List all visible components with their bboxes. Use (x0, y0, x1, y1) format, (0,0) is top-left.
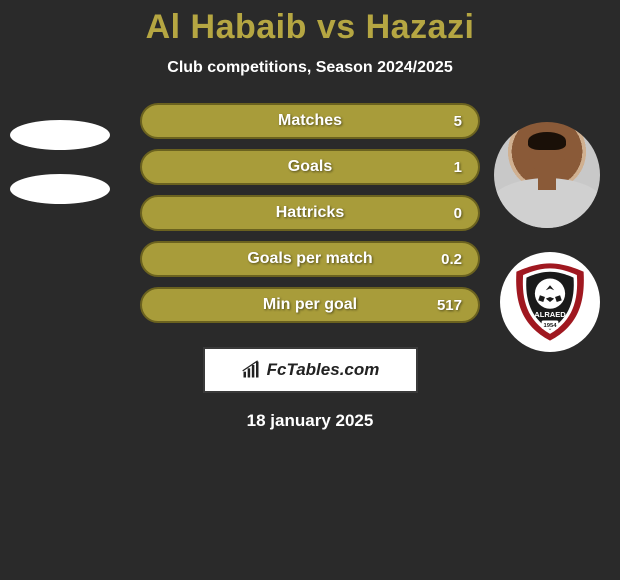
stat-label: Hattricks (276, 204, 344, 222)
stat-value: 5 (454, 113, 462, 130)
bar-chart-icon (241, 360, 261, 380)
player-avatar (494, 122, 600, 228)
club-avatar: ALRAED 1954 (500, 252, 600, 352)
club-name-text: ALRAED (534, 310, 566, 319)
branding-text: FcTables.com (267, 360, 380, 380)
player-left-placeholders (10, 120, 110, 228)
date-label: 18 january 2025 (0, 411, 620, 431)
stat-value: 0.2 (441, 251, 462, 268)
stat-label: Goals (288, 158, 332, 176)
stat-value: 517 (437, 297, 462, 314)
stat-row: Goals per match 0.2 (140, 241, 480, 277)
stat-row: Hattricks 0 (140, 195, 480, 231)
page-title: Al Habaib vs Hazazi (0, 8, 620, 47)
avatar-shoulders (494, 178, 600, 228)
stat-label: Matches (278, 112, 342, 130)
stat-row: Min per goal 517 (140, 287, 480, 323)
club-year-text: 1954 (543, 323, 557, 329)
stat-value: 1 (454, 159, 462, 176)
stat-row: Matches 5 (140, 103, 480, 139)
stat-label: Goals per match (247, 250, 372, 268)
placeholder-oval (10, 174, 110, 204)
club-crest-icon: ALRAED 1954 (508, 260, 592, 344)
placeholder-oval (10, 120, 110, 150)
stat-label: Min per goal (263, 296, 357, 314)
branding-box[interactable]: FcTables.com (203, 347, 418, 393)
stat-value: 0 (454, 205, 462, 222)
subtitle: Club competitions, Season 2024/2025 (0, 59, 620, 77)
avatar-hair (528, 132, 566, 150)
stat-row: Goals 1 (140, 149, 480, 185)
